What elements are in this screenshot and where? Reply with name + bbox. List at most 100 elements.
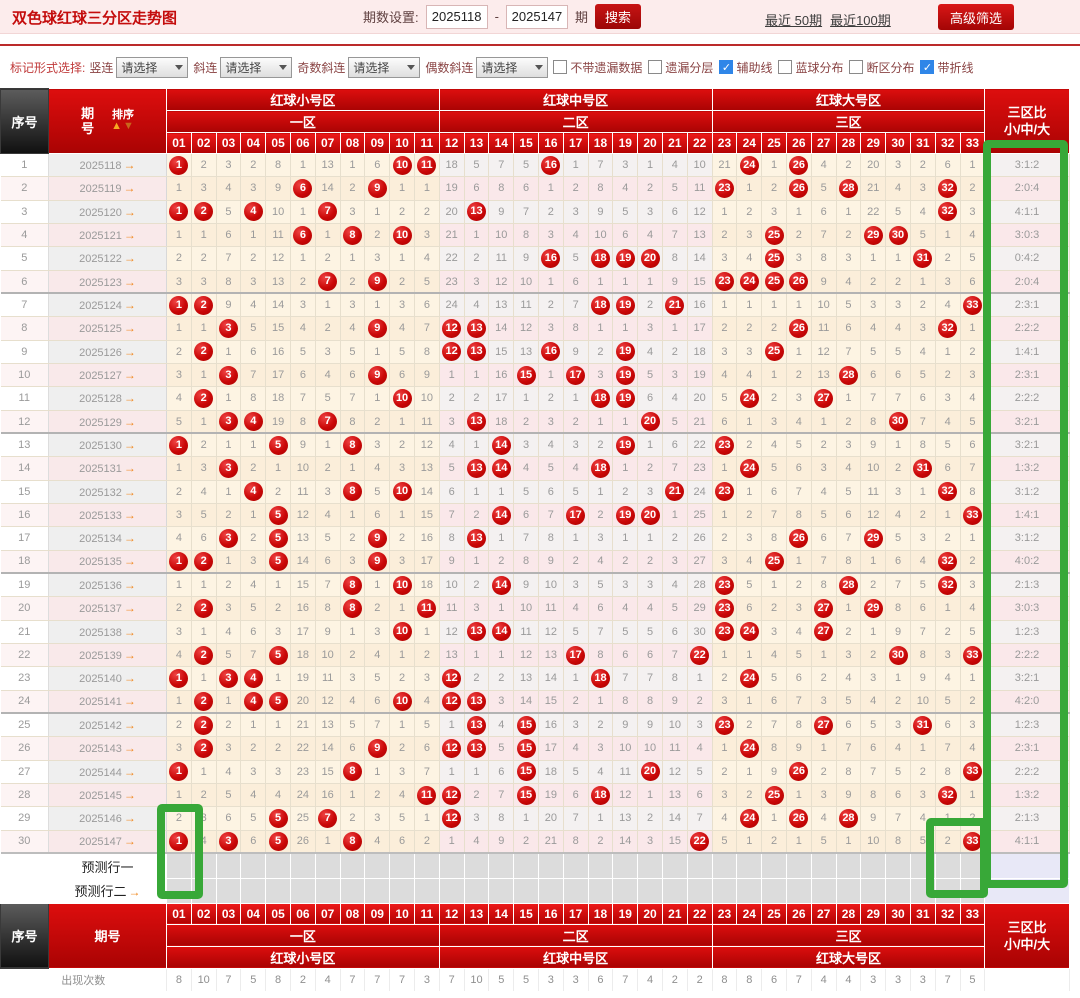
- prediction-cell[interactable]: [340, 853, 366, 879]
- sort-desc-icon[interactable]: ▼: [123, 120, 135, 132]
- prediction-cell[interactable]: [414, 853, 440, 879]
- prediction-cell[interactable]: [637, 853, 663, 879]
- prediction-cell[interactable]: [637, 878, 663, 904]
- prediction-cell[interactable]: [290, 853, 316, 879]
- prediction-cell[interactable]: [960, 878, 986, 904]
- prediction-cell[interactable]: [910, 878, 936, 904]
- prediction-cell[interactable]: [588, 853, 614, 879]
- prediction-cell[interactable]: [240, 853, 267, 879]
- prediction-cell[interactable]: [761, 878, 787, 904]
- period-cell[interactable]: 2025121 →: [48, 223, 167, 248]
- mark-select-1[interactable]: 请选择: [116, 56, 189, 78]
- period-cell[interactable]: 2025129 →: [48, 410, 167, 435]
- option-checkbox-4[interactable]: [778, 60, 793, 74]
- prediction-cell[interactable]: [612, 853, 639, 879]
- period-cell[interactable]: 2025126 →: [48, 340, 167, 364]
- prediction-cell[interactable]: [265, 853, 291, 879]
- prediction-cell[interactable]: [836, 878, 862, 904]
- search-button[interactable]: 搜索: [594, 4, 641, 29]
- prediction-cell[interactable]: [612, 878, 639, 904]
- prediction-cell[interactable]: [315, 878, 341, 904]
- prediction-cell[interactable]: [588, 878, 614, 904]
- period-cell[interactable]: 2025128 →: [48, 386, 167, 411]
- prediction-label-cell[interactable]: 预测行一: [48, 853, 167, 879]
- prediction-cell[interactable]: [836, 853, 862, 879]
- prediction-cell[interactable]: [662, 878, 688, 904]
- prediction-cell[interactable]: [687, 878, 713, 904]
- prediction-cell[interactable]: [687, 853, 713, 879]
- prediction-cell[interactable]: [935, 878, 961, 904]
- prediction-cell[interactable]: [364, 878, 391, 904]
- prediction-cell[interactable]: [340, 878, 366, 904]
- period-cell[interactable]: 2025143 →: [48, 736, 167, 761]
- period-cell[interactable]: 2025138 →: [48, 620, 167, 644]
- period-cell[interactable]: 2025132 →: [48, 480, 167, 504]
- mark-select-3[interactable]: 请选择: [348, 56, 421, 78]
- prediction-cell[interactable]: [563, 878, 589, 904]
- option-checkbox-1[interactable]: [553, 60, 568, 74]
- option-checkbox-5[interactable]: [849, 60, 864, 74]
- prediction-cell[interactable]: [885, 878, 911, 904]
- option-checkbox-3[interactable]: ✓: [719, 60, 734, 74]
- period-cell[interactable]: 2025136 →: [48, 573, 167, 598]
- prediction-cell[interactable]: [513, 853, 539, 879]
- prediction-cell[interactable]: [786, 853, 812, 879]
- prediction-cell[interactable]: [364, 853, 391, 879]
- period-cell[interactable]: 2025123 →: [48, 270, 167, 295]
- prediction-cell[interactable]: [538, 878, 564, 904]
- period-cell[interactable]: 2025131 →: [48, 456, 167, 481]
- prediction-cell[interactable]: [860, 878, 887, 904]
- recent-50-link[interactable]: 最近 50期: [765, 13, 823, 28]
- prediction-cell[interactable]: [315, 853, 341, 879]
- prediction-cell[interactable]: [736, 878, 763, 904]
- prediction-cell[interactable]: [166, 853, 192, 879]
- prediction-cell[interactable]: [438, 853, 465, 879]
- period-cell[interactable]: 2025134 →: [48, 526, 167, 551]
- option-checkbox-2[interactable]: [648, 60, 663, 74]
- advanced-filter-button[interactable]: 高级筛选: [938, 4, 1015, 30]
- prediction-cell[interactable]: [563, 853, 589, 879]
- prediction-cell[interactable]: [488, 853, 515, 879]
- prediction-cell[interactable]: [811, 853, 837, 879]
- prediction-cell[interactable]: [811, 878, 837, 904]
- prediction-label-cell[interactable]: 预测行二 →: [48, 878, 167, 904]
- period-cell[interactable]: 2025140 →: [48, 666, 167, 691]
- sort-asc-icon[interactable]: ▲: [111, 120, 123, 132]
- prediction-cell[interactable]: [761, 853, 787, 879]
- prediction-cell[interactable]: [389, 878, 415, 904]
- period-cell[interactable]: 2025145 →: [48, 783, 167, 808]
- prediction-cell[interactable]: [464, 853, 490, 879]
- prediction-cell[interactable]: [414, 878, 440, 904]
- prediction-cell[interactable]: [935, 853, 961, 879]
- prediction-cell[interactable]: [488, 878, 515, 904]
- mark-select-2[interactable]: 请选择: [220, 56, 293, 78]
- prediction-cell[interactable]: [191, 853, 217, 879]
- period-cell[interactable]: 2025130 →: [48, 433, 167, 458]
- option-checkbox-6[interactable]: ✓: [920, 60, 935, 74]
- prediction-cell[interactable]: [389, 853, 415, 879]
- period-cell[interactable]: 2025141 →: [48, 690, 167, 715]
- prediction-cell[interactable]: [290, 878, 316, 904]
- period-cell[interactable]: 2025127 →: [48, 363, 167, 388]
- period-cell[interactable]: 2025125 →: [48, 316, 167, 341]
- prediction-cell[interactable]: [736, 853, 763, 879]
- prediction-cell[interactable]: [860, 853, 887, 879]
- prediction-cell[interactable]: [191, 878, 217, 904]
- prediction-cell[interactable]: [538, 853, 564, 879]
- period-cell[interactable]: 2025146 →: [48, 806, 167, 831]
- mark-select-4[interactable]: 请选择: [476, 56, 549, 78]
- period-cell[interactable]: 2025124 →: [48, 293, 167, 318]
- period-cell[interactable]: 2025118 →: [48, 153, 167, 178]
- prediction-cell[interactable]: [786, 878, 812, 904]
- prediction-cell[interactable]: [438, 878, 465, 904]
- period-cell[interactable]: 2025137 →: [48, 596, 167, 621]
- prediction-cell[interactable]: [711, 878, 738, 904]
- prediction-cell[interactable]: [885, 853, 911, 879]
- prediction-cell[interactable]: [464, 878, 490, 904]
- prediction-cell[interactable]: [216, 853, 242, 879]
- recent-100-link[interactable]: 最近100期: [830, 13, 891, 28]
- period-cell[interactable]: 2025139 →: [48, 643, 167, 668]
- period-cell[interactable]: 2025135 →: [48, 550, 167, 575]
- period-from-input[interactable]: [425, 4, 488, 29]
- prediction-cell[interactable]: [265, 878, 291, 904]
